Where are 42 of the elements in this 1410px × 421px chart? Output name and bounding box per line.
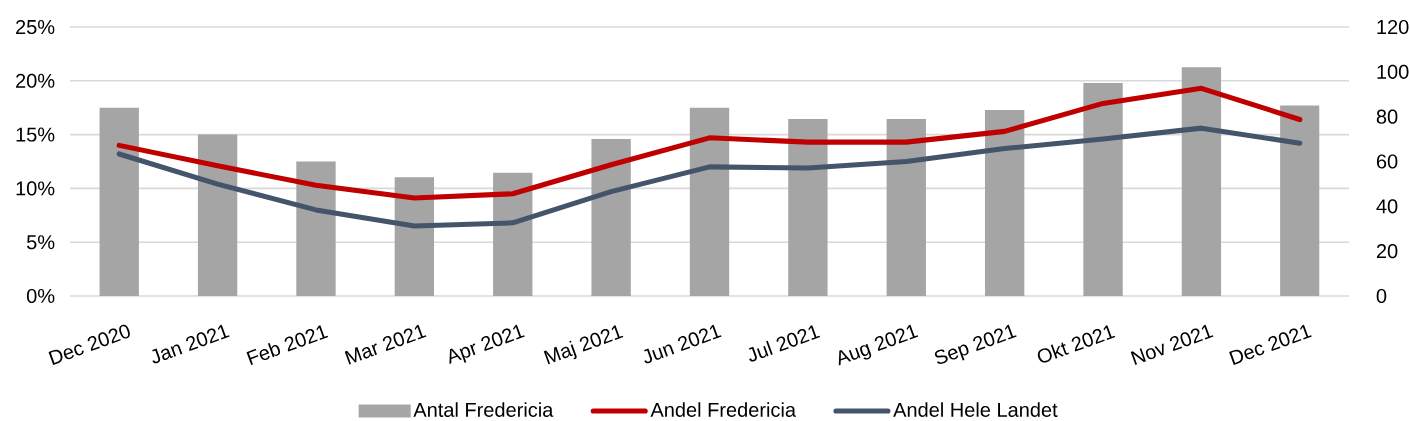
y2-tick-label: 60 [1376,154,1398,169]
x-tick-label: Maj 2021 [543,325,624,365]
bar [984,109,1025,296]
bar [591,139,631,296]
bar [197,134,238,296]
bar [99,107,139,296]
bar [689,107,730,296]
x-tick-label: Mar 2021 [344,324,427,365]
bar [1280,105,1320,296]
y2-tick-label: 20 [1376,244,1398,259]
y-tick-label: 15% [16,127,55,142]
y2-tick-label: 40 [1376,199,1398,214]
y-tick-label: 0% [26,288,55,304]
legend-label: Andel Fredericia [650,402,797,417]
bar [1083,83,1123,296]
y2-tick-label: 100 [1377,64,1409,79]
legend-label: Andel Hele Landet [893,402,1058,417]
y2-tick-label: 120 [1377,19,1409,35]
x-tick-label: Dec 2021 [1229,324,1312,365]
bar [788,118,828,296]
bar [1181,67,1222,296]
x-tick-label: Feb 2021 [246,325,329,366]
bar [493,172,533,296]
legend-label: Antal Fredericia [413,402,554,417]
x-tick-label: Okt 2021 [1037,325,1116,363]
x-tick-label: Jan 2021 [152,324,230,364]
x-tick-label: Dec 2020 [48,324,130,365]
bar [296,161,336,296]
y-tick-label: 10% [16,181,55,196]
y2-tick-label: 0 [1376,288,1387,304]
x-tick-label: Apr 2021 [449,324,525,364]
x-tick-label: Jul 2021 [749,325,821,362]
y-tick-label: 25% [16,19,55,35]
y-tick-label: 5% [26,235,55,250]
x-tick-label: Sep 2021 [934,324,1017,364]
x-tick-label: Jun 2021 [644,324,722,364]
bar [886,118,926,296]
y2-tick-label: 80 [1376,109,1398,124]
x-tick-label: Aug 2021 [838,324,919,366]
y-tick-label: 20% [16,73,55,88]
x-tick-label: Nov 2021 [1130,324,1214,365]
bar [394,177,435,296]
